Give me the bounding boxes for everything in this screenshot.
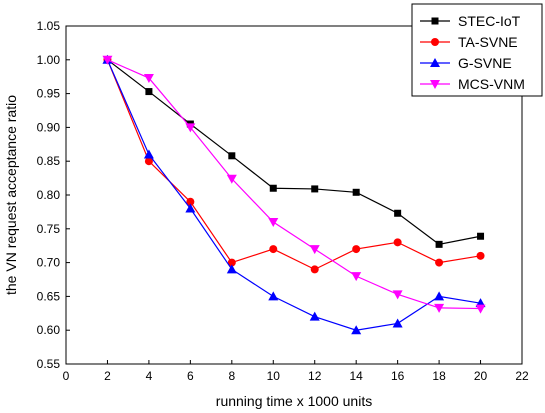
data-point-mcs-vnm bbox=[143, 74, 154, 84]
x-tick-label: 2 bbox=[104, 369, 111, 383]
data-point-ta-svne bbox=[227, 258, 236, 267]
axis-ticks: 0 2 4 6 8 10 12 14 16 18 20 22 0.55 0.60 0.65 0.70 0.75 0… bbox=[37, 19, 529, 383]
x-tick-label: 10 bbox=[267, 369, 281, 383]
legend-label-g-svne: G-SVNE bbox=[458, 55, 512, 71]
y-tick-label: 0.85 bbox=[37, 154, 61, 168]
plot-frame bbox=[65, 25, 523, 365]
data-point-ta-svne bbox=[144, 157, 153, 166]
data-point-mcs-vnm bbox=[102, 55, 113, 65]
data-point-stec-iot bbox=[228, 152, 236, 160]
data-point-ta-svne bbox=[435, 258, 444, 267]
y-tick-label: 1.00 bbox=[37, 53, 61, 67]
data-point-stec-iot bbox=[477, 232, 485, 240]
data-point-g-svne bbox=[309, 311, 320, 321]
data-point-mcs-vnm bbox=[185, 123, 196, 133]
legend-marker-ta-svne bbox=[431, 38, 439, 46]
data-point-mcs-vnm bbox=[268, 218, 279, 228]
data-point-ta-svne bbox=[186, 197, 195, 206]
data-point-g-svne bbox=[226, 264, 237, 274]
data-point-mcs-vnm bbox=[475, 304, 486, 314]
legend-label-mcs-vnm: MCS-VNM bbox=[458, 76, 525, 92]
data-point-g-svne bbox=[143, 149, 154, 159]
x-tick-label: 20 bbox=[474, 369, 488, 383]
y-tick-label: 0.60 bbox=[37, 323, 61, 337]
data-point-g-svne bbox=[268, 291, 279, 301]
legend-label-ta-svne: TA-SVNE bbox=[458, 34, 518, 50]
y-tick-label: 0.70 bbox=[37, 256, 61, 270]
data-point-stec-iot bbox=[311, 185, 319, 193]
series-g-svne bbox=[102, 54, 486, 335]
data-point-ta-svne bbox=[269, 245, 278, 254]
data-point-g-svne bbox=[351, 325, 362, 335]
x-tick-label: 12 bbox=[308, 369, 322, 383]
data-point-mcs-vnm bbox=[226, 174, 237, 184]
series-line-g-svne bbox=[106, 59, 481, 331]
data-point-ta-svne bbox=[393, 238, 402, 247]
data-point-g-svne bbox=[392, 318, 403, 328]
data-point-mcs-vnm bbox=[434, 303, 445, 313]
legend-label-stec-iot: STEC-IoT bbox=[458, 13, 521, 29]
y-tick-label: 0.55 bbox=[37, 357, 61, 371]
x-tick-label: 6 bbox=[187, 369, 194, 383]
x-tick-label: 22 bbox=[515, 369, 529, 383]
y-tick-label: 0.65 bbox=[37, 289, 61, 303]
series-line-mcs-vnm bbox=[107, 59, 481, 310]
x-tick-label: 8 bbox=[228, 369, 235, 383]
x-tick-label: 0 bbox=[63, 369, 70, 383]
data-point-g-svne bbox=[185, 203, 196, 213]
data-point-ta-svne bbox=[476, 251, 485, 260]
data-point-mcs-vnm bbox=[309, 245, 320, 255]
x-tick-label: 4 bbox=[146, 369, 153, 383]
legend-marker-stec-iot bbox=[431, 17, 439, 25]
data-point-mcs-vnm bbox=[351, 272, 362, 282]
data-point-stec-iot bbox=[145, 88, 153, 96]
y-tick-label: 0.75 bbox=[37, 222, 61, 236]
data-point-ta-svne bbox=[310, 265, 319, 274]
x-tick-label: 14 bbox=[350, 369, 364, 383]
data-point-ta-svne bbox=[352, 245, 361, 254]
legend-marker-mcs-vnm bbox=[430, 80, 440, 89]
data-point-stec-iot bbox=[435, 240, 443, 248]
series-group bbox=[102, 54, 486, 335]
data-point-g-svne bbox=[434, 291, 445, 301]
y-tick-label: 0.95 bbox=[37, 87, 61, 101]
legend-marker-g-svne bbox=[430, 58, 440, 67]
x-tick-label: 18 bbox=[432, 369, 446, 383]
y-axis-label: the VN request acceptance ratio bbox=[3, 95, 19, 295]
legend: STEC-IoT TA-SVNE G-SVNE MCS-VNM bbox=[411, 3, 543, 97]
data-point-mcs-vnm bbox=[392, 290, 403, 300]
x-tick-label: 16 bbox=[391, 369, 405, 383]
y-tick-label: 0.90 bbox=[37, 120, 61, 134]
data-point-stec-iot bbox=[394, 209, 402, 217]
data-point-stec-iot bbox=[352, 188, 360, 196]
x-axis-label: running time x 1000 units bbox=[216, 393, 372, 409]
series-line-stec-iot bbox=[107, 59, 481, 245]
y-tick-label: 1.05 bbox=[37, 19, 61, 33]
data-point-stec-iot bbox=[269, 184, 277, 192]
y-tick-label: 0.80 bbox=[37, 188, 61, 202]
series-mcs-vnm bbox=[102, 55, 486, 314]
